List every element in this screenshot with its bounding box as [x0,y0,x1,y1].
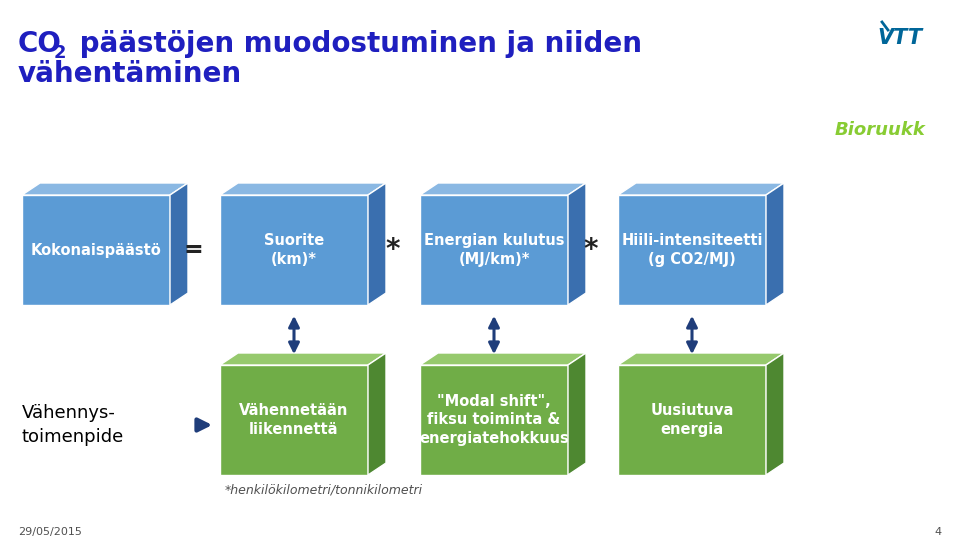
Text: 4: 4 [935,527,942,537]
Text: toimenpide: toimenpide [22,428,124,446]
Polygon shape [568,183,586,305]
Text: Energian kulutus
(MJ/km)*: Energian kulutus (MJ/km)* [423,233,564,267]
Polygon shape [368,183,386,305]
Polygon shape [22,183,188,195]
Polygon shape [420,183,586,195]
Bar [220,195,368,305]
Text: VTT: VTT [877,28,923,48]
Text: Vähennys-: Vähennys- [22,404,116,422]
Text: Suorite
(km)*: Suorite (km)* [264,233,324,267]
Polygon shape [368,353,386,475]
Polygon shape [170,183,188,305]
Bar [22,195,170,305]
Text: CO: CO [18,30,61,58]
Text: *: * [386,236,400,264]
Text: 29/05/2015: 29/05/2015 [18,527,82,537]
Text: 2: 2 [54,44,66,62]
Text: Kokonaispäästö: Kokonaispäästö [31,243,161,257]
Text: vähentäminen: vähentäminen [18,60,242,88]
Text: Hiili-intensiteetti
(g CO2/MJ): Hiili-intensiteetti (g CO2/MJ) [621,233,763,267]
Polygon shape [420,353,586,365]
Bar [220,365,368,475]
Polygon shape [568,353,586,475]
Bar [420,195,568,305]
Polygon shape [220,353,386,365]
Text: "Modal shift",
fiksu toiminta &
energiatehokkuus: "Modal shift", fiksu toiminta & energiat… [420,394,569,446]
Text: *: * [584,236,598,264]
Text: Uusiutuva
energia: Uusiutuva energia [650,403,733,437]
Text: *henkilökilometri/tonnikilometri: *henkilökilometri/tonnikilometri [225,484,423,497]
Text: Bioruukk: Bioruukk [835,121,925,139]
Polygon shape [766,353,784,475]
Polygon shape [766,183,784,305]
Text: =: = [183,238,203,262]
Polygon shape [618,183,784,195]
Bar [618,365,766,475]
Bar [420,365,568,475]
Bar [618,195,766,305]
Polygon shape [618,353,784,365]
Polygon shape [220,183,386,195]
Text: päästöjen muodostuminen ja niiden: päästöjen muodostuminen ja niiden [70,30,642,58]
Text: Vähennetään
liikennettä: Vähennetään liikennettä [239,403,348,437]
